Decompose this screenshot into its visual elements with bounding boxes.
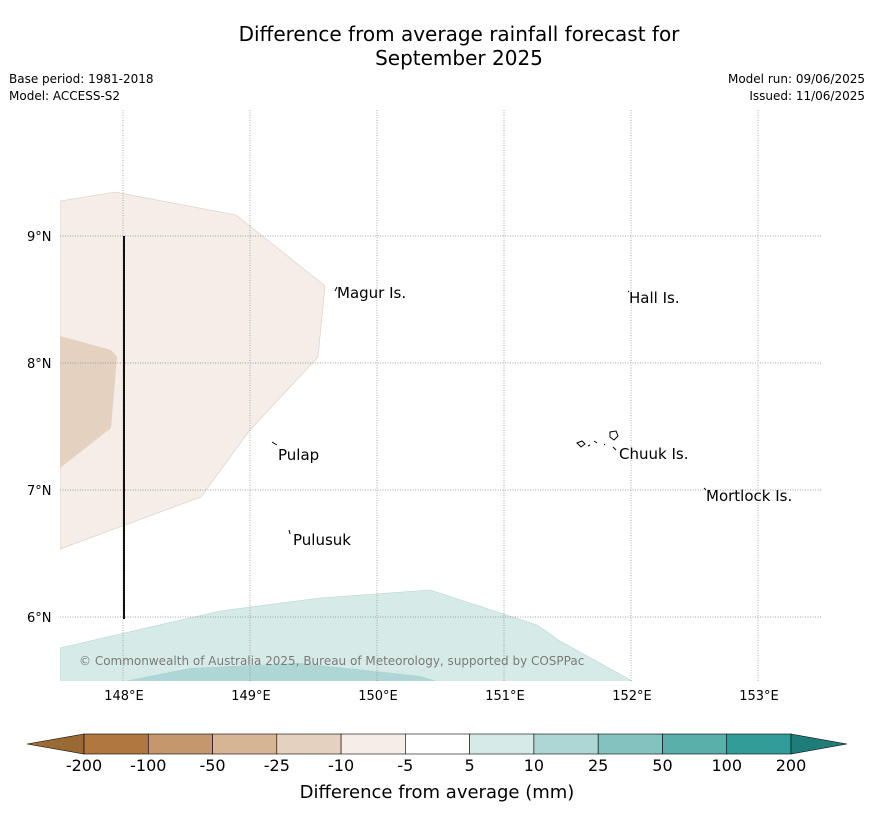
colorbar-segment (276, 733, 342, 755)
place-label-hall: Hall Is. (629, 289, 680, 307)
lon-label-150e: 150°E (358, 689, 398, 704)
colorbar-tick-label: -5 (397, 756, 413, 775)
colorbar-segment (662, 733, 728, 755)
issued-date: Issued: 11/06/2025 (749, 89, 865, 103)
colorbar-tick-label: -25 (264, 756, 290, 775)
colorbar-legend: -200 -100 -50 -25 -10 -5 5 10 25 50 100 200 (26, 733, 848, 775)
copyright-notice: © Commonwealth of Australia 2025, Bureau… (79, 654, 584, 668)
colorbar-segment (212, 733, 278, 755)
rainfall-anomaly-shading (60, 191, 633, 681)
lon-label-152e: 152°E (612, 689, 652, 704)
lat-label-9n: 9°N (27, 230, 52, 245)
colorbar-segment (469, 733, 535, 755)
metadata-left: Base period: 1981-2018 Model: ACCESS-S2 (9, 71, 154, 105)
place-label-chuuk: Chuuk Is. (619, 445, 688, 463)
anomaly-region-plus10-to-plus25 (125, 663, 437, 681)
lat-label-8n: 8°N (27, 357, 52, 372)
place-label-pulap: Pulap (278, 446, 319, 464)
colorbar-tick-label: -10 (328, 756, 354, 775)
colorbar-tick-label: 50 (652, 756, 672, 775)
colorbar-tick-label: 100 (711, 756, 742, 775)
colorbar-segment (83, 733, 149, 755)
place-labels: Magur Is. Hall Is. Pulap Chuuk Is. Mortl… (278, 284, 792, 549)
longitude-labels: 148°E 149°E 150°E 151°E 152°E 153°E (104, 689, 779, 704)
colorbar-segment (340, 733, 406, 755)
colorbar-tick-label: 200 (776, 756, 807, 775)
colorbar-extend-high (790, 733, 848, 755)
map-title: Difference from average rainfall forecas… (0, 22, 873, 70)
colorbar-segment (533, 733, 599, 755)
anomaly-region-minus10-to-minus25 (60, 336, 117, 468)
place-label-magur: Magur Is. (337, 284, 406, 302)
place-label-pulusuk: Pulusuk (293, 531, 351, 549)
title-line-2: September 2025 (375, 46, 543, 70)
colorbar-tick-label: -50 (199, 756, 225, 775)
colorbar-tick-label: -100 (130, 756, 166, 775)
base-period: Base period: 1981-2018 (9, 72, 154, 86)
colorbar-segment (147, 733, 213, 755)
lat-label-7n: 7°N (27, 484, 52, 499)
place-label-mortlock: Mortlock Is. (706, 487, 792, 505)
lon-label-153e: 153°E (739, 689, 779, 704)
title-line-1: Difference from average rainfall forecas… (238, 22, 680, 46)
metadata-right: Model run: 09/06/2025 Issued: 11/06/2025 (728, 71, 865, 105)
island-outlines (271, 286, 707, 535)
model-name: Model: ACCESS-S2 (9, 89, 121, 103)
colorbar-tick-label: -200 (66, 756, 102, 775)
lon-label-149e: 149°E (231, 689, 271, 704)
colorbar-segment (726, 733, 792, 755)
colorbar-tick-label: 10 (524, 756, 544, 775)
model-run: Model run: 09/06/2025 (727, 72, 865, 86)
colorbar-segment (597, 733, 663, 755)
anomaly-region-plus5-to-plus10 (60, 589, 633, 681)
lat-label-6n: 6°N (27, 611, 52, 626)
colorbar-tick-label: 25 (588, 756, 608, 775)
anomaly-region-minus5-to-minus10 (60, 191, 326, 550)
colorbar-title: Difference from average (mm) (300, 782, 575, 803)
lon-label-151e: 151°E (485, 689, 525, 704)
colorbar-tick-label: 5 (465, 756, 475, 775)
colorbar-segment (405, 733, 470, 755)
latitude-labels: 9°N 8°N 7°N 6°N (27, 230, 52, 626)
lon-label-148e: 148°E (104, 689, 144, 704)
colorbar-extend-low (26, 733, 85, 755)
